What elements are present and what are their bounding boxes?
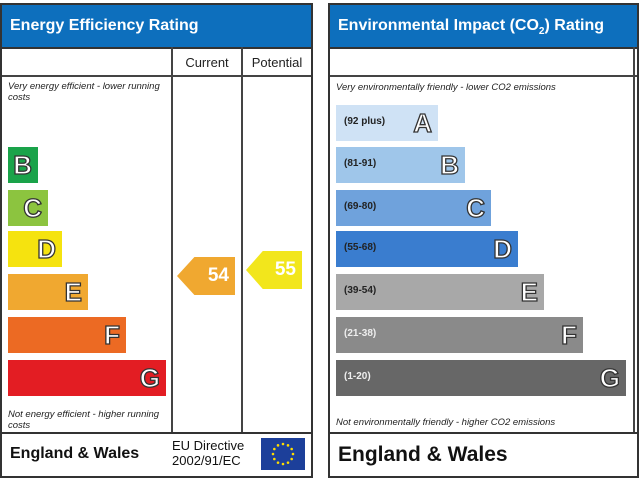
band-letter: G — [139, 362, 161, 393]
energy-band-G: G — [8, 360, 166, 396]
current-rating-value: 54 — [207, 265, 229, 286]
energy-band-D: D — [8, 231, 62, 267]
band-letter: G — [599, 362, 621, 393]
band-letter: B — [13, 149, 33, 180]
band-range: (69-80) — [344, 201, 377, 212]
band-range: (39-54) — [344, 285, 377, 296]
divider — [633, 47, 635, 434]
column-header-row — [2, 47, 311, 77]
environment-title: Environmental Impact (CO2) Rating — [330, 5, 637, 49]
energy-band-E: E — [8, 274, 88, 310]
co2-band-G: (1-20) G — [336, 360, 626, 396]
band-letter: D — [493, 233, 513, 264]
band-range: (81-91) — [344, 158, 377, 169]
band-range: (92 plus) — [344, 116, 386, 127]
band-letter: C — [23, 192, 43, 223]
region-label: England & Wales — [10, 445, 140, 462]
top-note: Very energy efficient - lower running co… — [8, 81, 160, 103]
column-header-row — [330, 47, 637, 77]
divider — [241, 47, 243, 434]
band-letter: E — [520, 276, 539, 307]
title-end: ) Rating — [544, 17, 605, 34]
eu-directive: EU Directive 2002/91/EC — [172, 438, 244, 468]
bottom-note: Not environmentally friendly - higher CO… — [336, 417, 556, 428]
band-letter: F — [560, 319, 577, 350]
co2-band-B: (81-91) B — [336, 147, 465, 183]
co2-band-D: (55-68) D — [336, 231, 518, 267]
footer: England & Wales EU Directive 2002/91/EC — [2, 432, 311, 476]
title-sub: 2 — [538, 26, 545, 38]
region-label: England & Wales — [338, 443, 508, 466]
band-letter: A — [413, 107, 433, 138]
band-letter: F — [103, 319, 120, 350]
divider — [171, 47, 173, 434]
environmental-impact-panel: Environmental Impact (CO2) Rating Very e… — [328, 3, 639, 478]
bottom-note: Not energy efficient - higher running co… — [8, 409, 160, 431]
co2-band-C: (69-80) C — [336, 190, 491, 226]
co2-band-A: (92 plus) A — [336, 105, 438, 141]
energy-band-F: F — [8, 317, 126, 353]
band-range: (1-20) — [344, 371, 371, 382]
energy-band-C: C — [8, 190, 48, 226]
potential-rating-arrow: 55 — [246, 251, 302, 289]
potential-rating-value: 55 — [274, 259, 296, 280]
band-range: (55-68) — [344, 242, 377, 253]
current-header: Current — [185, 55, 229, 70]
eu-flag-icon — [261, 438, 305, 470]
energy-efficiency-panel: Energy Efficiency Rating Current Potenti… — [0, 3, 313, 478]
title-text: Environmental Impact (CO — [338, 17, 539, 34]
band-letter: D — [37, 233, 57, 264]
band-letter: C — [466, 192, 486, 223]
band-letter: B — [440, 149, 460, 180]
directive-line2: 2002/91/EC — [172, 453, 241, 468]
current-rating-arrow: 54 — [177, 257, 235, 295]
top-note: Very environmentally friendly - lower CO… — [336, 82, 556, 93]
directive-line1: EU Directive — [172, 438, 245, 453]
potential-header: Potential — [251, 55, 303, 70]
energy-band-B: B — [8, 147, 38, 183]
co2-band-E: (39-54) E — [336, 274, 544, 310]
footer: England & Wales — [330, 432, 637, 476]
band-range: (21-38) — [344, 328, 377, 339]
band-letter: E — [64, 276, 83, 307]
co2-band-F: (21-38) F — [336, 317, 583, 353]
energy-title: Energy Efficiency Rating — [2, 5, 311, 49]
